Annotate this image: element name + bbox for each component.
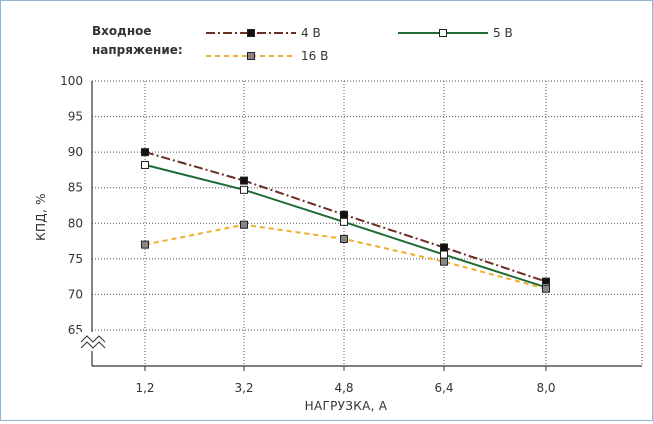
x-tick-label: 3,2 [234,381,253,395]
data-point [440,257,448,266]
x-tick-label: 8,0 [536,381,555,395]
series-layer [141,148,550,293]
y-tick-label: 70 [68,287,83,301]
legend-swatch-marker [247,52,255,60]
x-tick-label: 1,2 [135,381,154,395]
legend: Входное напряжение: 4 В 5 В 16 В [92,24,513,63]
axis-break-mask [78,332,104,351]
data-point [340,217,348,226]
x-axis-title: НАГРУЗКА, А [305,399,388,413]
axis-break-zigzag-lower [80,341,106,349]
legend-title-line-2: напряжение: [92,43,183,57]
data-point [240,176,248,185]
data-point [141,148,149,157]
data-point [340,234,348,243]
y-tick-label: 90 [68,145,83,159]
y-tick-label: 85 [68,181,83,195]
legend-label: 16 В [301,49,328,63]
legend-swatch-marker [247,29,255,37]
y-tick-label: 100 [60,74,83,88]
legend-swatch-marker [439,29,447,37]
data-point [542,284,550,293]
x-tick-label: 4,8 [334,381,353,395]
grid [92,80,643,366]
y-axis-title: КПД, % [34,193,48,241]
series-line [144,163,547,289]
data-point [240,185,248,194]
data-point [440,243,448,252]
data-point [141,160,149,169]
legend-label: 5 В [493,26,513,40]
y-tick-label: 75 [68,252,83,266]
data-point [440,250,448,259]
y-tick-label: 80 [68,216,83,230]
data-point [340,210,348,219]
y-tick-label: 95 [68,110,83,124]
legend-title-line-1: Входное [92,24,152,38]
x-tick-label: 6,4 [434,381,453,395]
axis-break-zigzag-upper [80,335,106,343]
data-point [141,240,149,249]
data-point [240,220,248,229]
legend-label: 4 В [301,26,321,40]
series-line [144,223,547,290]
